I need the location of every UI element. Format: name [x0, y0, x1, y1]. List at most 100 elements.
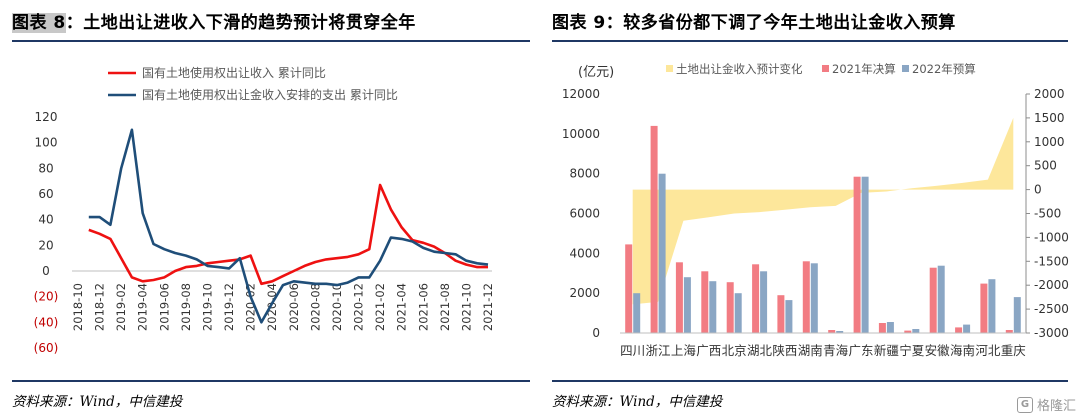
y-right-tick-label: 2000	[1034, 87, 1065, 101]
y-right-tick-label: -3000	[1034, 326, 1069, 340]
x-tick-label: 2018-10	[71, 283, 85, 331]
y-tick-label: (20)	[34, 290, 59, 304]
x-category-label: 新疆	[874, 343, 899, 358]
bar-2022-budget	[658, 173, 666, 333]
y-right-tick-label: -500	[1034, 207, 1061, 221]
legend-swatch	[902, 65, 909, 72]
bar-2022-budget	[709, 281, 717, 333]
x-tick-label: 2021-10	[459, 283, 473, 331]
bar-2021-final	[650, 125, 658, 334]
watermark-text: 格隆汇	[1036, 399, 1076, 414]
bar-2021-final	[980, 283, 988, 333]
y-right-tick-label: 0	[1034, 183, 1042, 197]
bar-2022-budget	[912, 329, 920, 333]
y-left-tick-label: 8000	[569, 167, 600, 181]
y-tick-label: (60)	[34, 341, 59, 355]
right-title-rule	[552, 40, 1068, 42]
bar-2022-budget	[988, 279, 996, 333]
y-tick-label: (40)	[34, 315, 59, 329]
y-tick-label: 80	[38, 161, 53, 175]
x-tick-label: 2021-12	[481, 283, 495, 331]
y-right-tick-label: 1000	[1034, 135, 1065, 149]
legend-label: 国有土地使用权出让金收入安排的支出 累计同比	[142, 87, 398, 102]
y-right-tick-label: -2000	[1034, 278, 1069, 292]
bar-2022-budget	[785, 300, 793, 333]
y-left-tick-label: 12000	[562, 87, 600, 101]
x-tick-label: 2019-06	[157, 283, 171, 331]
bar-2021-final	[955, 327, 963, 333]
x-category-label: 宁夏	[899, 343, 925, 358]
x-category-label: 广东	[849, 343, 874, 358]
x-tick-label: 2021-02	[373, 283, 387, 331]
x-category-label: 上海	[671, 343, 697, 358]
bar-2021-final	[675, 262, 683, 333]
x-tick-label: 2018-12	[93, 283, 107, 331]
bar-2022-budget	[633, 293, 641, 333]
x-tick-label: 2021-04	[395, 283, 409, 331]
x-tick-label: 2019-12	[222, 283, 236, 331]
x-category-label: 湖南	[798, 343, 823, 358]
x-tick-label: 2019-10	[200, 283, 214, 331]
x-category-label: 海南	[950, 343, 975, 358]
x-category-label: 湖北	[747, 343, 773, 358]
x-category-label: 安徽	[925, 343, 951, 358]
y-right-tick-label: 500	[1034, 159, 1057, 173]
bar-2022-budget	[683, 277, 691, 333]
series-line-land-expenditure	[88, 128, 489, 324]
legend-label: 国有土地使用权出让收入 累计同比	[142, 65, 326, 80]
bar-2022-budget	[734, 293, 742, 333]
x-category-label: 广西	[696, 343, 721, 358]
x-tick-label: 2020-08	[308, 283, 322, 331]
right-figure-title: 图表 9：较多省份都下调了今年土地出让金收入预算	[552, 13, 956, 33]
bar-2022-budget	[836, 331, 844, 333]
y-tick-label: 20	[38, 238, 53, 252]
watermark: G 格隆汇	[1016, 395, 1076, 414]
series-line-land-sale-revenue	[88, 183, 488, 286]
watermark-logo-icon: G	[1016, 396, 1033, 413]
y-right-tick-label: -2500	[1034, 302, 1069, 316]
bar-2021-final	[1005, 330, 1013, 333]
right-figure-panel: 图表 9：较多省份都下调了今年土地出让金收入预算 0 2000 4000 6000 80…	[548, 0, 1080, 418]
bar-2022-budget	[861, 176, 869, 333]
bar-2022-budget	[963, 324, 971, 333]
y-left-tick-label: 0	[592, 326, 600, 340]
left-line-chart: (60) (40) (20) 0 20 40 60 80 100 120 2018-10 2018-1…	[34, 65, 495, 355]
legend-label: 土地出让金收入预计变化	[676, 62, 803, 76]
x-tick-label: 2019-08	[179, 283, 193, 331]
left-source-note: 资料来源：Wind，中信建投	[12, 394, 183, 410]
y-tick-label: 120	[35, 110, 58, 124]
y-left-tick-label: 10000	[562, 127, 600, 141]
y-tick-label: 60	[38, 187, 53, 201]
x-category-label: 河北	[975, 343, 1001, 358]
y-right-tick-label: -1000	[1034, 230, 1069, 244]
bar-2021-final	[929, 267, 937, 333]
bar-2021-final	[701, 271, 709, 333]
x-category-label: 陕西	[772, 343, 797, 358]
x-tick-label: 2020-10	[330, 283, 344, 331]
bar-2021-final	[752, 264, 760, 333]
bar-2021-final	[625, 244, 633, 333]
bar-2022-budget	[760, 271, 768, 333]
x-category-label: 北京	[722, 343, 747, 358]
bar-2021-final	[777, 295, 785, 333]
x-tick-label: 2021-06	[416, 283, 430, 331]
y-tick-label: 100	[35, 136, 58, 150]
x-category-label: 四川	[620, 343, 645, 358]
x-tick-label: 2021-08	[438, 283, 452, 331]
y-left-tick-label: 2000	[569, 286, 600, 300]
legend-swatch	[666, 65, 673, 72]
y-tick-label: 0	[42, 264, 50, 278]
y-tick-label: 40	[38, 213, 53, 227]
bar-2021-final	[828, 330, 836, 333]
bar-2021-final	[726, 282, 734, 333]
bar-2021-final	[802, 261, 810, 333]
x-tick-label: 2019-04	[136, 283, 150, 331]
y-axis-label: (亿元)	[578, 65, 614, 80]
x-category-label: 重庆	[1001, 343, 1027, 358]
right-source-note: 资料来源：Wind，中信建投	[552, 394, 723, 410]
y-right-tick-label: 1500	[1034, 111, 1065, 125]
y-right-tick-label: -1500	[1034, 254, 1069, 268]
bar-2022-budget	[886, 322, 894, 333]
left-source-rule	[12, 380, 530, 382]
right-bar-chart: 020004000600080001000012000-3000-2500-20…	[562, 62, 1069, 358]
